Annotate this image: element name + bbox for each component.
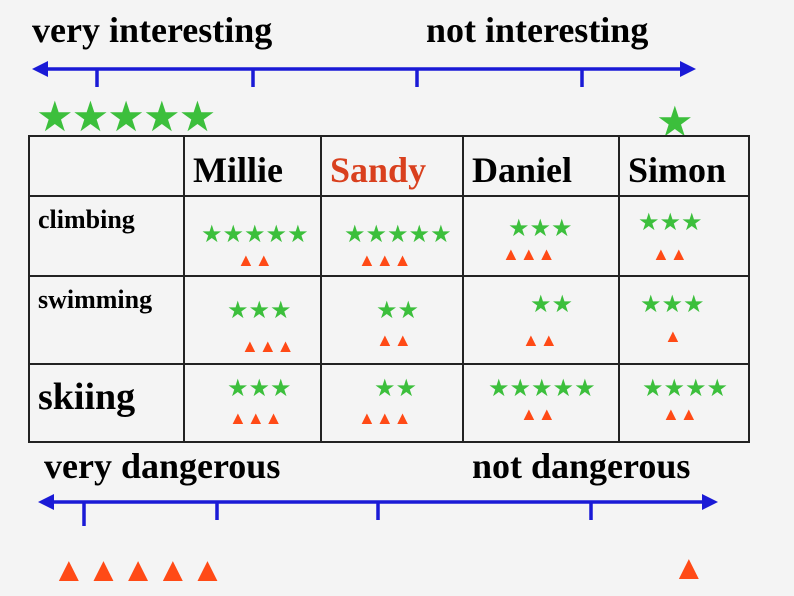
danger-triangles-icon: ▲▲▲ [502,244,556,264]
activity-label: swimming [38,285,153,314]
danger-triangles-icon: ▲▲ [237,250,273,270]
rating-cell: ★★★ ▲▲▲ [183,363,322,443]
rating-cell: ★★★★★ ▲▲ [183,195,322,277]
interesting-scale-right-label: not interesting [426,10,649,50]
table-header-row: Millie Sandy Daniel Simon [28,135,750,197]
person-name: Simon [628,150,727,190]
rating-cell: ★★ ▲▲ [320,275,464,365]
danger-triangles-icon: ▲ [664,326,682,346]
activity-cell: swimming [28,275,185,365]
danger-triangles-icon: ▲▲▲ [241,336,295,356]
danger-triangles-icon: ▲▲ [662,404,698,424]
interest-stars-icon: ★★ [374,376,418,402]
dangerous-scale-right-label: not dangerous [472,446,691,486]
danger-triangles-icon: ▲▲ [652,244,688,264]
rating-cell: ★★★ ▲▲▲ [183,275,322,365]
danger-triangles-icon: ▲▲▲ [229,408,283,428]
interest-stars-icon: ★★★ [227,376,292,402]
table-corner-cell [28,135,185,197]
dangerous-scale-left-label: very dangerous [44,446,281,486]
interest-stars-icon: ★★ [376,298,420,324]
header-cell-daniel: Daniel [462,135,620,197]
person-name: Millie [193,150,283,190]
dangerous-scale-arrow [38,494,718,526]
interesting-scale-left-stars-icon: ★★★★★ [36,95,216,141]
header-cell-sandy: Sandy [320,135,464,197]
activity-cell: skiing [28,363,185,443]
danger-triangles-icon: ▲▲ [520,404,556,424]
rating-cell: ★★★ ▲▲ [618,195,750,277]
interest-stars-icon: ★★★★★ [344,222,452,248]
table-row: climbing ★★★★★ ▲▲ ★★★★★ ▲▲▲ ★★★ ▲▲▲ ★★★ … [28,195,750,277]
header-cell-millie: Millie [183,135,322,197]
table-row: skiing ★★★ ▲▲▲ ★★ ▲▲▲ ★★★★★ ▲▲ ★★★★ ▲▲ [28,363,750,443]
rating-cell: ★★★★ ▲▲ [618,363,750,443]
interesting-scale-arrow [32,61,696,87]
danger-triangles-icon: ▲▲▲ [358,408,412,428]
interest-stars-icon: ★★★★ [642,376,729,402]
dangerous-scale-left-triangles-icon: ▲▲▲▲▲ [52,552,226,589]
dangerous-scale-right-triangle-icon: ▲ [672,550,706,587]
activity-label: skiing [38,376,136,418]
rating-cell: ★★ ▲▲▲ [320,363,464,443]
header-cell-simon: Simon [618,135,750,197]
interest-stars-icon: ★★★ [227,298,292,324]
activity-rating-table: Millie Sandy Daniel Simon climbing ★★★★★… [28,135,750,443]
interest-stars-icon: ★★ [530,292,574,318]
interest-stars-icon: ★★★ [508,216,573,242]
danger-triangles-icon: ▲▲ [522,330,558,350]
interest-stars-icon: ★★★ [638,210,703,236]
person-name: Daniel [472,150,573,190]
danger-triangles-icon: ▲▲ [376,330,412,350]
activity-label: climbing [38,205,135,234]
rating-cell: ★★★★★ ▲▲ [462,363,620,443]
table-row: swimming ★★★ ▲▲▲ ★★ ▲▲ ★★ ▲▲ ★★★ ▲ [28,275,750,365]
interest-stars-icon: ★★★ [640,292,705,318]
rating-cell: ★★★ ▲▲▲ [462,195,620,277]
rating-cell: ★★★ ▲ [618,275,750,365]
interest-stars-icon: ★★★★★ [201,222,309,248]
person-name: Sandy [330,150,427,190]
interesting-scale-left-label: very interesting [32,10,273,50]
interest-stars-icon: ★★★★★ [488,376,596,402]
danger-triangles-icon: ▲▲▲ [358,250,412,270]
activity-cell: climbing [28,195,185,277]
rating-cell: ★★ ▲▲ [462,275,620,365]
rating-cell: ★★★★★ ▲▲▲ [320,195,464,277]
